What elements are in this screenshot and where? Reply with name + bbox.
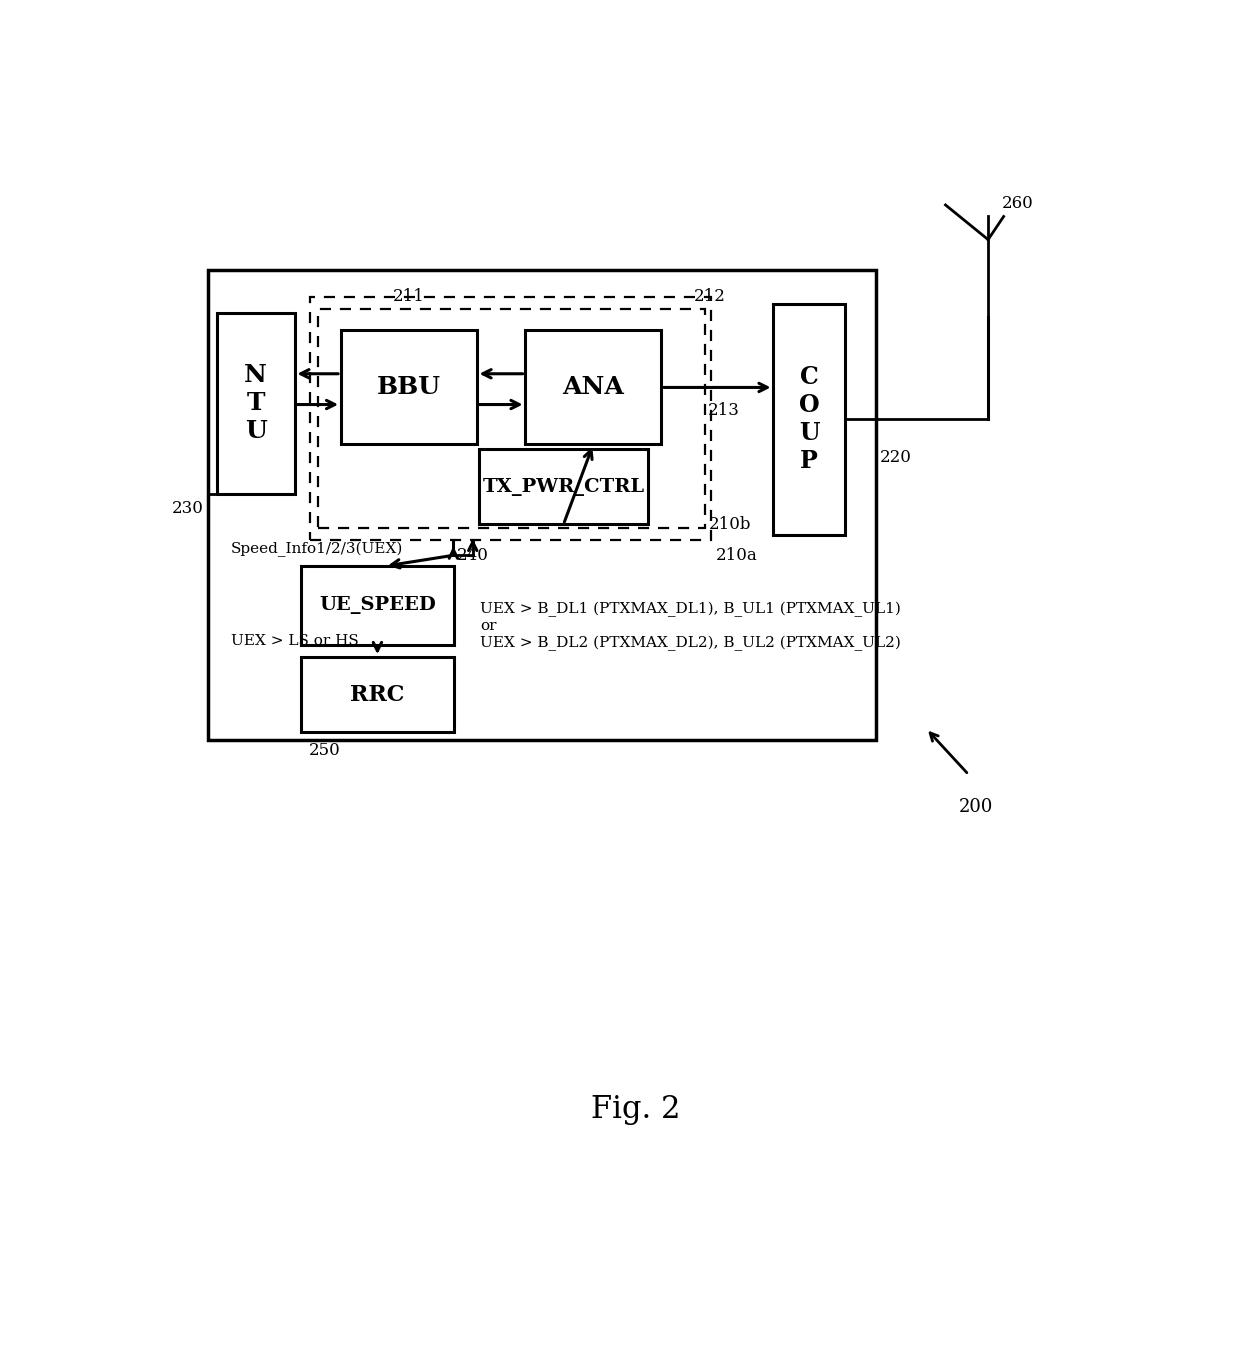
FancyBboxPatch shape [774, 304, 844, 534]
Text: UEX > LS or HS: UEX > LS or HS [231, 634, 358, 648]
FancyBboxPatch shape [217, 313, 295, 493]
Text: 212: 212 [693, 289, 725, 305]
Text: RRC: RRC [350, 684, 404, 706]
FancyBboxPatch shape [301, 657, 454, 733]
FancyBboxPatch shape [526, 331, 661, 444]
Text: C
O
U
P: C O U P [799, 366, 820, 473]
FancyBboxPatch shape [479, 449, 649, 524]
Text: 230: 230 [172, 500, 203, 516]
Text: UE_SPEED: UE_SPEED [319, 596, 436, 614]
Text: Fig. 2: Fig. 2 [590, 1095, 681, 1125]
Text: 210b: 210b [709, 516, 751, 533]
Text: 250: 250 [309, 743, 340, 759]
Text: 220: 220 [879, 449, 911, 466]
FancyBboxPatch shape [301, 566, 454, 645]
Text: BBU: BBU [377, 375, 440, 400]
Text: N
T
U: N T U [244, 363, 267, 443]
FancyBboxPatch shape [207, 271, 875, 740]
Text: Speed_Info1/2/3(UEX): Speed_Info1/2/3(UEX) [231, 542, 403, 557]
Text: UEX > B_DL1 (PTXMAX_DL1), B_UL1 (PTXMAX_UL1)
or
UEX > B_DL2 (PTXMAX_DL2), B_UL2 : UEX > B_DL1 (PTXMAX_DL1), B_UL1 (PTXMAX_… [481, 602, 901, 650]
Text: 240: 240 [458, 547, 489, 564]
Text: 210a: 210a [715, 547, 758, 564]
Text: TX_PWR_CTRL: TX_PWR_CTRL [482, 478, 645, 496]
Text: 260: 260 [1002, 195, 1034, 211]
Text: ANA: ANA [562, 375, 624, 400]
Text: 200: 200 [960, 798, 993, 816]
FancyBboxPatch shape [341, 331, 476, 444]
Text: 213: 213 [708, 401, 739, 419]
Text: 211: 211 [393, 289, 425, 305]
